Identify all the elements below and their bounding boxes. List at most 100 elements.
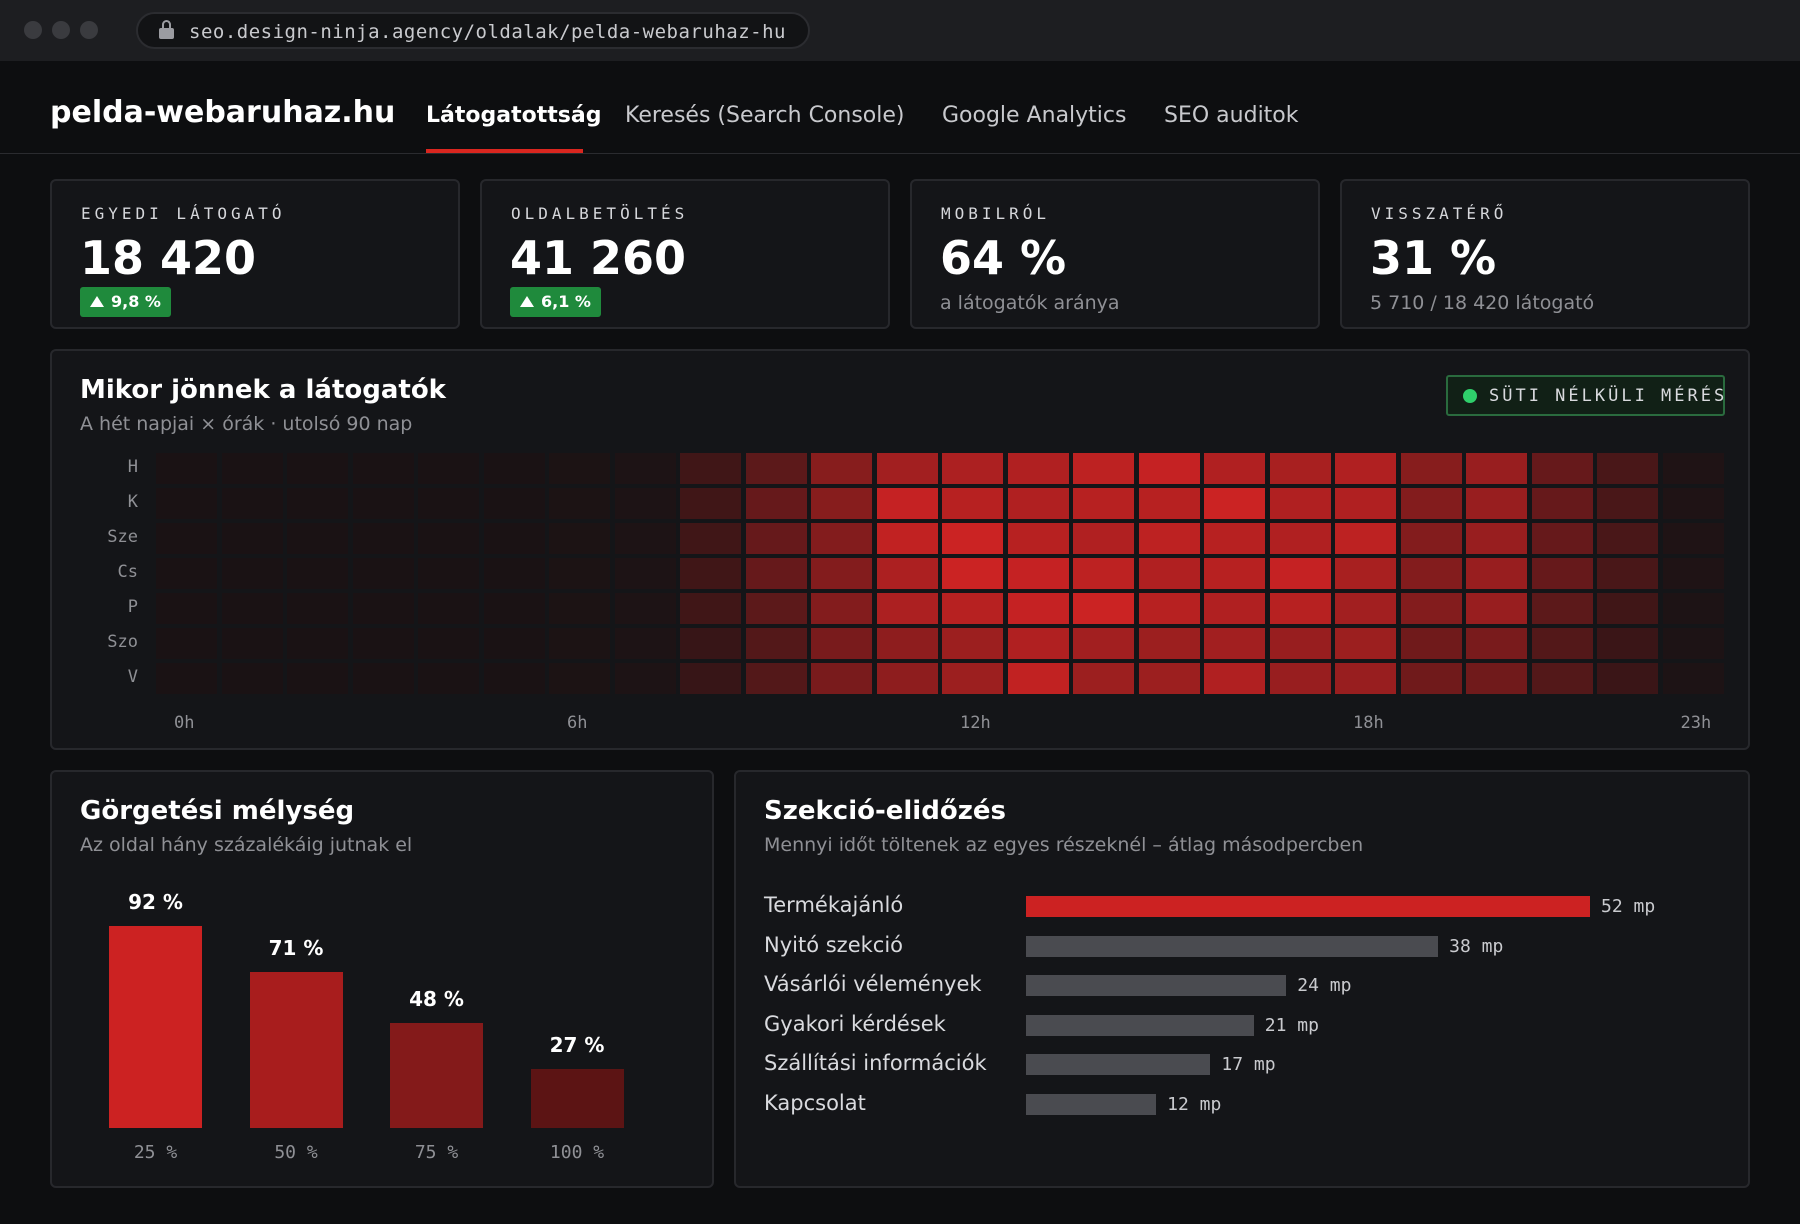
heatmap-cell [1466, 453, 1527, 484]
heatmap-cell [287, 558, 348, 589]
heatmap-cell [1269, 628, 1331, 659]
address-bar[interactable]: seo.design-ninja.agency/oldalak/pelda-we… [136, 12, 810, 49]
tab-google-analytics[interactable]: Google Analytics [942, 103, 1127, 128]
kpi-card-mobile: MOBILRÓL 64 % a látogatók aránya [910, 179, 1320, 329]
heatmap-cell [156, 488, 217, 519]
heatmap-cell [1269, 453, 1331, 484]
kpi-change-badge: 9,8 % [80, 287, 171, 317]
scroll-depth-bar [530, 1068, 624, 1128]
heatmap-cell [1073, 453, 1134, 484]
heatmap-cell [156, 453, 217, 484]
tab-seo-auditok[interactable]: SEO auditok [1164, 103, 1299, 128]
heatmap-cell [1400, 558, 1462, 589]
kpi-value: 64 % [940, 231, 1067, 285]
heatmap-cell [1531, 453, 1593, 484]
section-dwell-value-label: 24 mp [1297, 975, 1352, 997]
heatmap-cell [745, 558, 807, 589]
heatmap-cell [418, 488, 479, 519]
heatmap-cell [1007, 453, 1069, 484]
section-dwell-value-label: 38 mp [1449, 935, 1504, 957]
heatmap-cell [221, 628, 283, 659]
heatmap-cell [1400, 628, 1462, 659]
heatmap-cell [156, 663, 217, 694]
heatmap-cell [483, 523, 545, 554]
scroll-depth-bar [109, 926, 202, 1128]
heatmap-row-label: Szo [107, 632, 138, 652]
heatmap-cell [549, 663, 610, 694]
heatmap-cell [1597, 628, 1658, 659]
heatmap-cell [549, 453, 610, 484]
heatmap-cell [287, 488, 348, 519]
heatmap-cell [1269, 488, 1331, 519]
heatmap-cell [352, 453, 414, 484]
kpi-change-badge: 6,1 % [510, 287, 601, 317]
heatmap-cell [876, 628, 938, 659]
heatmap-cell [1466, 593, 1527, 624]
section-dwell-label: Kapcsolat [764, 1091, 866, 1115]
heatmap-cell [1204, 628, 1265, 659]
heatmap-cell [483, 628, 545, 659]
heatmap-x-tick: 6h [567, 713, 588, 733]
heatmap-cell [876, 488, 938, 519]
heatmap-cell [418, 663, 479, 694]
heatmap-cell [1662, 488, 1724, 519]
window-close-dot[interactable] [24, 21, 42, 39]
heatmap-cell [1073, 523, 1134, 554]
heatmap-cell [352, 628, 414, 659]
heatmap-cell [1662, 453, 1724, 484]
heatmap-cell [1007, 593, 1069, 624]
window-minimize-dot[interactable] [52, 21, 70, 39]
heatmap-cell [1073, 593, 1134, 624]
section-dwell-value-label: 12 mp [1167, 1094, 1222, 1115]
section-dwell-label: Nyitó szekció [764, 932, 904, 957]
tab-latogatottsag[interactable]: Látogatottság [426, 103, 602, 128]
heatmap-cell [745, 663, 807, 694]
url-text[interactable]: seo.design-ninja.agency/oldalak/pelda-we… [189, 21, 786, 43]
heatmap-cell [614, 663, 676, 694]
heatmap-cell [1204, 593, 1265, 624]
heatmap-cell [1335, 663, 1396, 694]
heatmap-cell [1138, 663, 1200, 694]
heatmap-cell [1400, 593, 1462, 624]
site-title: pelda-webaruhaz.hu [50, 95, 396, 130]
heatmap-cell [352, 663, 414, 694]
heatmap-cell [876, 523, 938, 554]
scroll-depth-category-label: 25 % [133, 1142, 178, 1163]
heatmap-cell [614, 523, 676, 554]
cookieless-badge: SÜTI NÉLKÜLI MÉRÉS [1446, 375, 1725, 416]
heatmap-x-tick: 12h [960, 713, 991, 733]
heatmap-cell [1597, 488, 1658, 519]
heatmap-cell [156, 523, 217, 554]
heatmap-cell [745, 453, 807, 484]
kpi-label: VISSZATÉRŐ [1371, 204, 1508, 223]
heatmap-cell [549, 593, 610, 624]
heatmap-cell [876, 558, 938, 589]
heatmap-cell [483, 558, 545, 589]
heatmap-cell [1073, 628, 1134, 659]
heatmap-cell [942, 523, 1003, 554]
heatmap-row-label: Sze [107, 527, 138, 547]
heatmap-cell [1335, 488, 1396, 519]
tab-search-console[interactable]: Keresés (Search Console) [625, 103, 905, 128]
kpi-value: 41 260 [510, 231, 687, 285]
heatmap-cell [221, 488, 283, 519]
heatmap-row-label: Cs [117, 562, 138, 582]
kpi-change-value: 6,1 % [541, 292, 591, 311]
heatmap-x-tick: 18h [1353, 713, 1384, 733]
heatmap-cell [1400, 488, 1462, 519]
heatmap-cell [1138, 453, 1200, 484]
section-dwell-label: Vásárlói vélemények [764, 972, 982, 997]
heatmap-cell [483, 488, 545, 519]
heatmap-card: Mikor jönnek a látogatók A hét napjai × … [50, 349, 1750, 750]
window-zoom-dot[interactable] [80, 21, 98, 39]
heatmap-cell [811, 628, 872, 659]
heatmap-cell [549, 523, 610, 554]
heatmap-cell [549, 488, 610, 519]
scroll-depth-value-label: 27 % [549, 1032, 605, 1057]
heatmap-cell [745, 628, 807, 659]
heatmap-cell [483, 663, 545, 694]
heatmap-cell [287, 453, 348, 484]
heatmap-cell [1597, 523, 1658, 554]
heatmap-cell [811, 593, 872, 624]
scroll-depth-value-label: 71 % [268, 936, 324, 961]
